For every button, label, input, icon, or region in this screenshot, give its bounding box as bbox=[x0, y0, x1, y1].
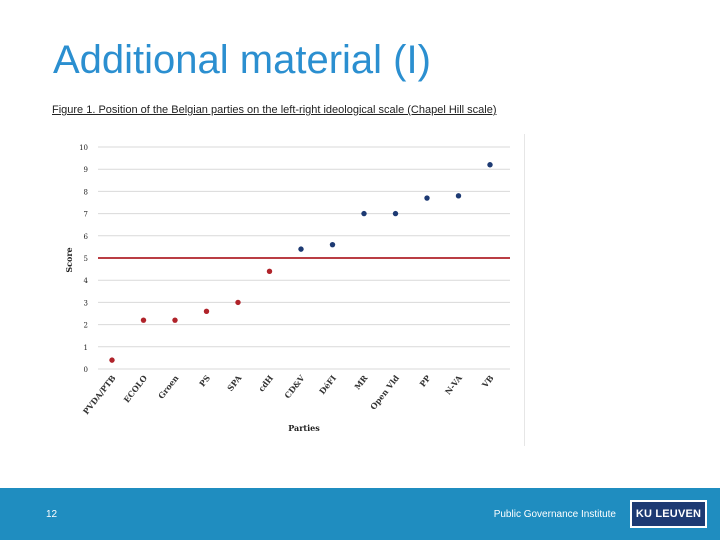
x-tick-label: VB bbox=[479, 373, 496, 390]
x-tick-label: CD&V bbox=[282, 372, 307, 400]
data-point bbox=[266, 268, 273, 275]
data-point bbox=[109, 357, 115, 363]
y-tick-label: 5 bbox=[84, 255, 88, 263]
x-tick-label: Open Vld bbox=[368, 373, 401, 412]
y-axis-title: Score bbox=[64, 247, 74, 272]
slide-title: Additional material (I) bbox=[53, 38, 431, 82]
data-point bbox=[392, 210, 399, 217]
institute-name: Public Governance Institute bbox=[493, 509, 616, 520]
y-tick-label: 0 bbox=[84, 366, 88, 374]
figure-caption: Figure 1. Position of the Belgian partie… bbox=[52, 104, 497, 116]
y-tick-label: 7 bbox=[84, 211, 88, 219]
y-tick-label: 3 bbox=[84, 299, 88, 307]
y-tick-label: 6 bbox=[84, 233, 89, 241]
x-axis-title: Parties bbox=[288, 423, 320, 433]
data-point bbox=[329, 241, 336, 248]
data-point bbox=[424, 195, 430, 201]
data-point bbox=[172, 317, 178, 323]
data-point bbox=[140, 317, 147, 323]
x-tick-label: ECOLO bbox=[121, 373, 149, 404]
data-point bbox=[487, 162, 493, 168]
x-tick-label: PVDA/PTB bbox=[81, 373, 118, 416]
logo-text: KU LEUVEN bbox=[635, 508, 702, 520]
data-point bbox=[298, 246, 304, 252]
x-tick-label: DéFI bbox=[317, 373, 338, 396]
x-tick-label: PS bbox=[197, 373, 212, 389]
data-point bbox=[235, 299, 241, 306]
data-point bbox=[203, 308, 210, 314]
x-tick-label: N-VA bbox=[443, 372, 465, 396]
x-tick-label: Groen bbox=[156, 373, 181, 401]
y-tick-label: 9 bbox=[84, 166, 88, 174]
chart-svg: 0 1 2 3 4 5 6 7 8 9 10 PVDA/PTB ECOLO Groen PS SPA cdH CD… bbox=[64, 144, 510, 433]
y-tick-label: 4 bbox=[84, 277, 89, 285]
ku-leuven-logo: KU LEUVEN bbox=[630, 500, 707, 528]
data-point bbox=[455, 193, 462, 199]
page-number: 12 bbox=[46, 509, 58, 520]
y-tick-label: 10 bbox=[79, 144, 88, 152]
x-tick-label: cdH bbox=[256, 373, 275, 394]
x-tick-label: SPA bbox=[225, 372, 244, 393]
y-tick-label: 1 bbox=[84, 344, 88, 352]
x-tick-label: MR bbox=[352, 373, 370, 392]
x-tick-label: PP bbox=[417, 373, 432, 389]
footer-bar: 12 Public Governance Institute KU LEUVEN bbox=[0, 488, 720, 540]
y-tick-label: 2 bbox=[84, 322, 88, 330]
data-point bbox=[361, 210, 367, 217]
y-tick-label: 8 bbox=[84, 188, 88, 196]
party-position-chart: 0 1 2 3 4 5 6 7 8 9 10 PVDA/PTB ECOLO Groen PS SPA cdH CD… bbox=[52, 134, 525, 446]
